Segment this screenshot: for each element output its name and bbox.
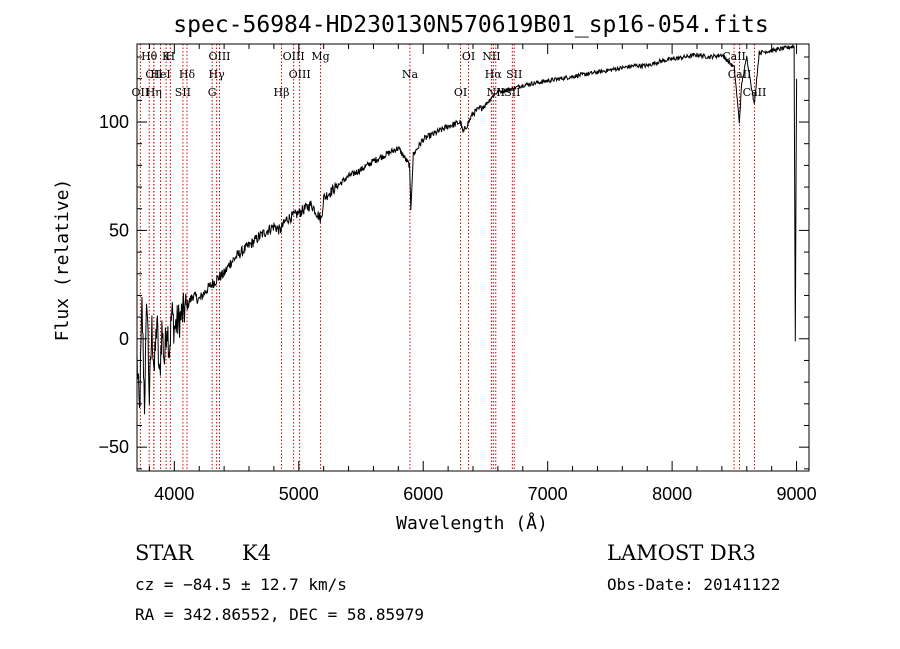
x-axis-label: Wavelength (Å): [396, 512, 548, 534]
x-ticks: 4000 5000 6000 7000 8000 9000: [148, 44, 817, 504]
line-label: NII: [482, 50, 500, 63]
line-label: Hη: [146, 86, 162, 99]
y-tick-label: 0: [119, 329, 129, 349]
y-ticks: −50 0 50 100: [98, 56, 809, 470]
plot-frame: [136, 43, 810, 472]
y-tick-label: −50: [98, 437, 129, 457]
obs-date: Obs-Date: 20141122: [607, 575, 780, 594]
chart-title: spec-56984-HD230130N570619B01_sp16-054.f…: [173, 12, 768, 38]
y-axis-label: Flux (relative): [52, 179, 73, 342]
line-label: SII: [506, 68, 522, 81]
line-label: G: [208, 86, 217, 99]
line-label: Hα: [485, 68, 503, 81]
y-tick-label: 100: [99, 112, 129, 132]
x-tick-label: 9000: [777, 484, 817, 504]
line-label: OI: [454, 86, 467, 99]
survey-name: LAMOST DR3: [607, 541, 756, 565]
y-tick-label: 50: [109, 220, 129, 240]
line-label: NII: [487, 86, 505, 99]
plot-axes: [136, 43, 810, 472]
line-label: Mg: [311, 50, 329, 63]
x-tick-label: 4000: [154, 484, 194, 504]
line-label: OII: [132, 86, 150, 99]
line-label: CaII: [728, 68, 752, 81]
line-label: CII: [145, 68, 162, 81]
line-label: Hβ: [274, 86, 290, 99]
line-label: OIII: [208, 50, 230, 63]
line-label: CaII: [743, 86, 767, 99]
line-label: H: [166, 50, 176, 63]
line-labels: Hθ CII OII K HeI Hη HHδ SII OIII Hγ G OIII OIII Hβ Mg N…: [132, 50, 767, 99]
line-label: Hθ: [141, 50, 158, 63]
coordinates: RA = 342.86552, DEC = 58.85979: [135, 605, 424, 624]
redshift-text: cz = −84.5 ± 12.7 km/s: [135, 575, 347, 594]
line-label: Hγ: [209, 68, 226, 81]
x-tick-label: 5000: [279, 484, 319, 504]
series-flux-line: [136, 43, 798, 415]
line-label: HeI: [150, 68, 170, 81]
x-tick-label: 7000: [528, 484, 568, 504]
line-label: OI: [462, 50, 475, 63]
line-label: Hδ: [179, 68, 196, 81]
object-subclass: K4: [242, 541, 271, 565]
line-label: OIII: [283, 50, 305, 63]
x-tick-label: 6000: [403, 484, 443, 504]
line-markers: [139, 44, 755, 471]
object-class: STAR: [135, 541, 194, 565]
line-label: SII: [175, 86, 191, 99]
line-label: K: [162, 50, 171, 63]
line-label: Na: [402, 68, 419, 81]
x-tick-label: 8000: [652, 484, 692, 504]
line-label: OIII: [289, 68, 311, 81]
